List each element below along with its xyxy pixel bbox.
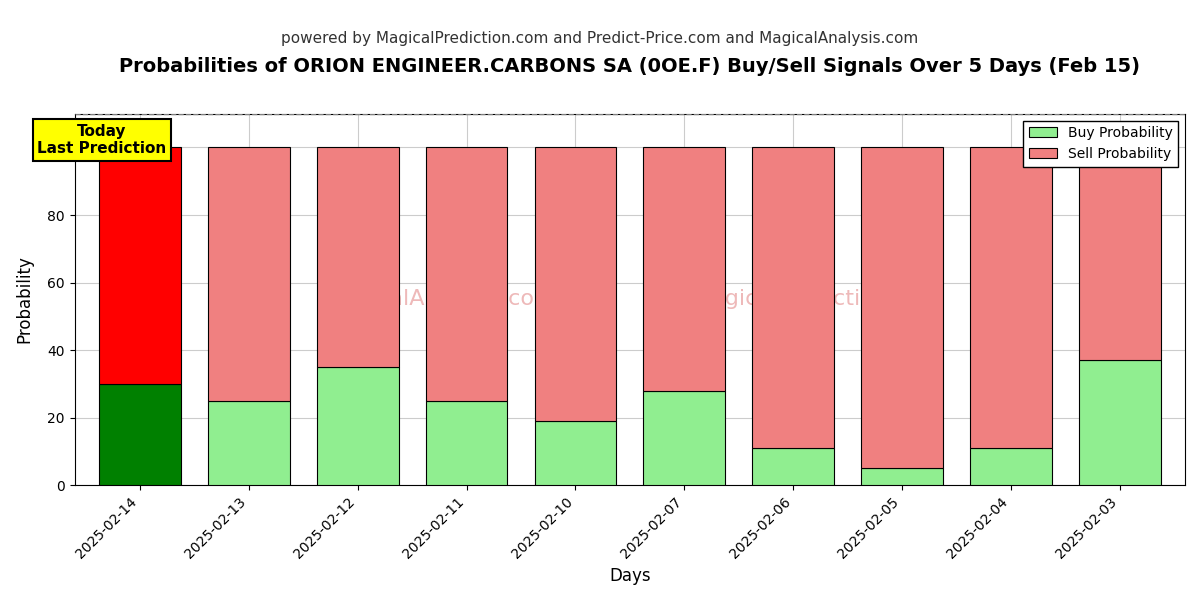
Bar (426, 401, 508, 485)
Legend: Buy Probability, Sell Probability: Buy Probability, Sell Probability (1024, 121, 1178, 167)
Bar (100, 384, 181, 485)
X-axis label: Days: Days (610, 567, 650, 585)
Bar (643, 148, 725, 391)
Bar (100, 148, 181, 384)
Bar (426, 148, 508, 401)
Bar (1079, 360, 1160, 485)
Bar (970, 148, 1051, 448)
Text: powered by MagicalPrediction.com and Predict-Price.com and MagicalAnalysis.com: powered by MagicalPrediction.com and Pre… (281, 31, 919, 46)
Bar (970, 448, 1051, 485)
Text: MagicalPrediction.com: MagicalPrediction.com (694, 289, 944, 310)
Bar (752, 448, 834, 485)
Text: MagicalAnalysis.com: MagicalAnalysis.com (325, 289, 557, 310)
Bar (534, 148, 617, 421)
Bar (1079, 148, 1160, 360)
Y-axis label: Probability: Probability (16, 256, 34, 343)
Bar (208, 148, 289, 401)
Bar (534, 421, 617, 485)
Bar (752, 148, 834, 448)
Bar (862, 148, 943, 469)
Bar (862, 469, 943, 485)
Bar (208, 401, 289, 485)
Bar (317, 148, 398, 367)
Title: Probabilities of ORION ENGINEER.CARBONS SA (0OE.F) Buy/Sell Signals Over 5 Days : Probabilities of ORION ENGINEER.CARBONS … (119, 57, 1140, 76)
Bar (317, 367, 398, 485)
Text: Today
Last Prediction: Today Last Prediction (37, 124, 167, 156)
Bar (643, 391, 725, 485)
